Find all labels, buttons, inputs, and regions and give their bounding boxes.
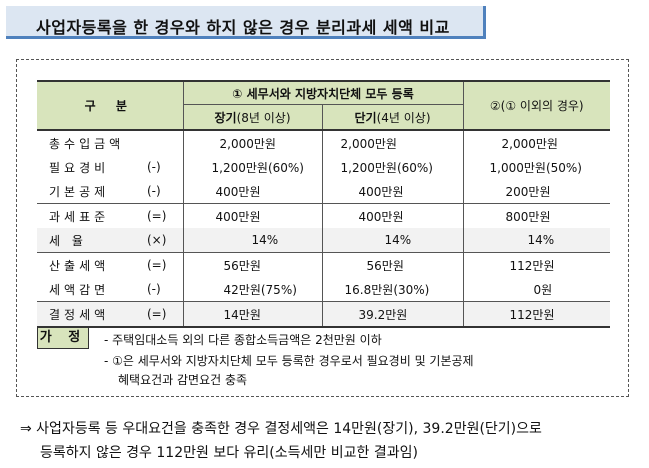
table-row: 결정세액 (=) 14만원 39.2만원 112만원 bbox=[37, 301, 611, 328]
row-label: 과세표준 bbox=[37, 203, 141, 228]
assumption-line-3: 혜택요건과 감면요건 충족 bbox=[118, 373, 248, 387]
header-long-term-period: (8년 이상) bbox=[236, 110, 291, 125]
cell-other: 800만원 bbox=[462, 203, 611, 228]
table-row: 산출세액 (=) 56만원 56만원 112만원 bbox=[37, 252, 611, 277]
row-operator: (-) bbox=[147, 184, 161, 198]
cell-other: 1,000만원(50%) bbox=[462, 155, 611, 179]
content-frame bbox=[16, 59, 629, 397]
title-banner: 사업자등록을 한 경우와 하지 않은 경우 분리과세 세액 비교 bbox=[6, 6, 486, 39]
cell-short-term: 1,200만원(60%) bbox=[321, 155, 464, 179]
table-row: 과세표준 (=) 400만원 400만원 800만원 bbox=[37, 203, 611, 228]
table-row: 필요경비 (-) 1,200만원(60%) 1,200만원(60%) 1,000… bbox=[37, 155, 611, 179]
assumption-line-2: - ①은 세무서와 지방자치단체 모두 등록한 경우로서 필요경비 및 기본공제 bbox=[104, 354, 474, 368]
row-operator: (=) bbox=[141, 203, 184, 228]
cell-short-term: 400만원 bbox=[321, 179, 464, 204]
row-label: 결정세액 bbox=[37, 301, 141, 328]
header-short-term-period: (4년 이상) bbox=[376, 110, 431, 125]
row-label: 기본공제 bbox=[49, 184, 110, 199]
cell-long-term: 56만원 bbox=[182, 252, 323, 277]
row-label: 필요경비 bbox=[49, 160, 110, 175]
page-title: 사업자등록을 한 경우와 하지 않은 경우 분리과세 세액 비교 bbox=[36, 18, 450, 37]
cell-other: 14% bbox=[462, 228, 611, 253]
cell-long-term: 400만원 bbox=[182, 179, 323, 204]
cell-other: 112만원 bbox=[462, 252, 611, 277]
cell-long-term: 400만원 bbox=[182, 203, 323, 228]
table-row: 기본공제 (-) 400만원 400만원 200만원 bbox=[37, 179, 611, 204]
header-group-registered: ① 세무서와 지방자치단체 모두 등록 bbox=[182, 80, 464, 105]
cell-long-term: 14만원 bbox=[182, 301, 323, 328]
row-label: 총수입금액 bbox=[37, 129, 141, 155]
row-operator: (×) bbox=[147, 233, 167, 247]
header-short-term: 단기(4년 이상) bbox=[321, 104, 464, 130]
cell-long-term: 1,200만원(60%) bbox=[182, 155, 323, 179]
cell-short-term: 56만원 bbox=[321, 252, 464, 277]
comparison-table: 구 분 ① 세무서와 지방자치단체 모두 등록 ②(① 이외의 경우) 장기(8… bbox=[37, 80, 611, 328]
row-label: 세액감면 bbox=[49, 282, 110, 297]
cell-short-term: 400만원 bbox=[321, 203, 464, 228]
cell-other: 112만원 bbox=[462, 301, 611, 328]
cell-other: 2,000만원 bbox=[462, 129, 611, 155]
header-gubun: 구 분 bbox=[37, 80, 184, 130]
table-row: 총수입금액 2,000만원 2,000만원 2,000만원 bbox=[37, 129, 611, 155]
cell-short-term: 39.2만원 bbox=[321, 301, 464, 328]
assumption-badge: 가 정 bbox=[37, 327, 89, 349]
cell-short-term: 16.8만원(30%) bbox=[321, 277, 464, 302]
header-short-term-label: 단기 bbox=[354, 110, 377, 125]
row-operator: (=) bbox=[141, 252, 184, 277]
conclusion-line-1: ⇒ 사업자등록 등 우대요건을 충족한 경우 결정세액은 14만원(장기), 3… bbox=[20, 421, 542, 437]
row-label: 산출세액 bbox=[37, 252, 141, 277]
table-row: 세 율 (×) 14% 14% 14% bbox=[37, 228, 611, 253]
header-long-term: 장기(8년 이상) bbox=[182, 104, 323, 130]
cell-long-term: 42만원(75%) bbox=[182, 277, 323, 302]
assumption-line-1: - 주택임대소득 외의 다른 종합소득금액은 2천만원 이하 bbox=[104, 333, 382, 347]
cell-long-term: 2,000만원 bbox=[182, 129, 323, 155]
cell-other: 200만원 bbox=[462, 179, 611, 204]
row-operator bbox=[141, 129, 184, 155]
table-row: 세액감면 (-) 42만원(75%) 16.8만원(30%) 0원 bbox=[37, 277, 611, 302]
cell-short-term: 2,000만원 bbox=[321, 129, 464, 155]
row-label: 세 율 bbox=[49, 233, 87, 248]
row-operator: (-) bbox=[147, 160, 161, 174]
cell-long-term: 14% bbox=[182, 228, 323, 253]
row-operator: (=) bbox=[141, 301, 184, 328]
header-group-other: ②(① 이외의 경우) bbox=[462, 80, 611, 130]
header-long-term-label: 장기 bbox=[214, 110, 237, 125]
cell-short-term: 14% bbox=[321, 228, 464, 253]
row-operator: (-) bbox=[147, 282, 161, 296]
conclusion-line-2: 등록하지 않은 경우 112만원 보다 유리(소득세만 비교한 결과임) bbox=[40, 445, 418, 461]
cell-other: 0원 bbox=[462, 277, 611, 302]
